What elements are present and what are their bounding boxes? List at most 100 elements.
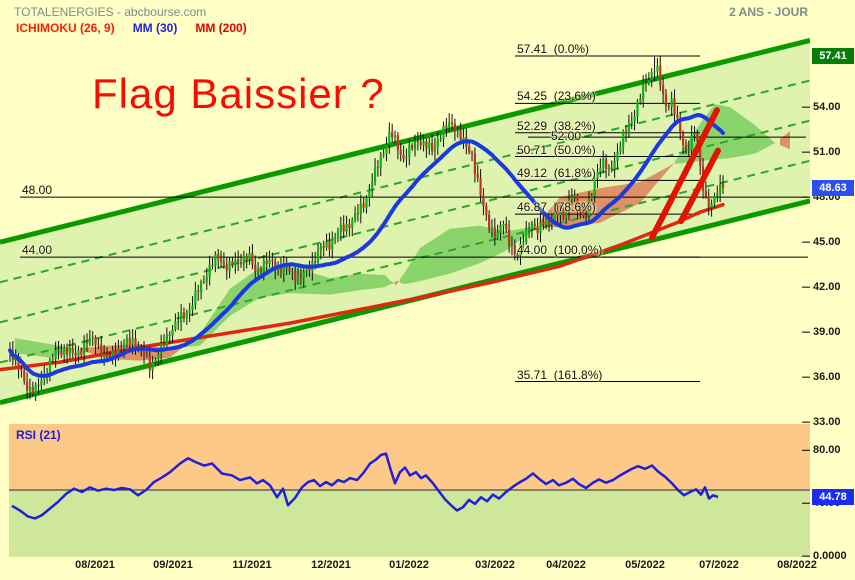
candle-body — [721, 183, 725, 188]
candle-body — [63, 347, 66, 356]
candle-body — [573, 195, 576, 198]
candle-body — [177, 321, 180, 323]
candle-body — [222, 261, 225, 265]
candle-body — [433, 146, 437, 152]
candle-body — [565, 211, 568, 218]
candle-body — [108, 354, 111, 356]
candle-body — [268, 259, 271, 265]
ichimoku-cloud-bear — [395, 280, 400, 286]
candle-body — [593, 178, 596, 197]
candle-body — [699, 140, 702, 167]
candle-body — [194, 290, 197, 306]
candle-body — [644, 82, 648, 84]
candle-body — [368, 189, 371, 198]
candle-body — [636, 101, 639, 117]
candle-body — [522, 242, 525, 244]
candle-body — [419, 141, 422, 146]
candle-body — [145, 355, 148, 357]
candle-body — [182, 312, 186, 319]
candle-body — [114, 350, 117, 359]
candle-body — [693, 133, 696, 135]
candle-body — [331, 239, 334, 250]
candle-body — [305, 266, 308, 272]
rsi-overbought-zone — [9, 424, 810, 490]
candle-body — [590, 196, 593, 199]
candle-body — [120, 348, 123, 350]
candle-body — [439, 139, 442, 141]
candle-body — [710, 203, 713, 208]
trend-channel-fill — [0, 40, 810, 403]
candle-body — [254, 264, 257, 272]
candle-body — [91, 337, 94, 339]
candle-body — [624, 131, 628, 133]
candle-body — [174, 321, 177, 330]
candle-body — [473, 153, 476, 174]
ichimoku-cloud-bear — [540, 162, 675, 228]
candle-body — [217, 254, 220, 259]
rsi-label: RSI (21) — [16, 428, 61, 442]
candle-body — [185, 312, 188, 319]
candle-body — [37, 384, 40, 386]
candle-body — [242, 256, 245, 265]
candle-body — [382, 153, 385, 156]
candle-body — [199, 281, 203, 292]
candle-body — [488, 214, 491, 229]
candle-body — [436, 140, 439, 147]
candle-body — [371, 181, 374, 190]
candle-body — [653, 71, 656, 73]
candle-body — [664, 94, 668, 107]
candle-body — [239, 262, 243, 265]
candle-body — [642, 83, 645, 99]
candle-body — [142, 347, 146, 356]
candle-body — [496, 232, 499, 239]
ichimoku-cloud-bull — [400, 224, 540, 285]
candle-body — [508, 229, 511, 247]
candle-body — [83, 342, 86, 355]
candle-body — [165, 334, 168, 346]
candle-body — [57, 350, 60, 352]
candle-body — [448, 122, 451, 128]
candle-body — [456, 129, 459, 132]
candle-body — [556, 211, 559, 216]
candle-body — [707, 196, 710, 208]
mm30-line — [8, 113, 725, 378]
candle-body — [576, 195, 579, 211]
candle-body — [248, 253, 251, 260]
candle-body — [279, 265, 283, 274]
candle-body — [462, 137, 465, 140]
candle-body — [559, 210, 562, 216]
candle-body — [690, 134, 693, 151]
candle-body — [17, 357, 20, 370]
candle-body — [65, 347, 69, 355]
candle-body — [630, 121, 633, 124]
candle-body — [237, 259, 240, 263]
candle-body — [542, 222, 545, 225]
candle-body — [493, 227, 496, 239]
candle-body — [470, 152, 474, 154]
candle-body — [154, 359, 157, 363]
candle-body — [334, 236, 337, 240]
candle-body — [208, 264, 211, 277]
candle-body — [231, 261, 234, 266]
candle-body — [202, 281, 206, 283]
candle-body — [445, 125, 448, 128]
candle-body — [191, 305, 194, 311]
candle-body — [639, 98, 642, 102]
candle-body — [619, 147, 622, 152]
candle-body — [533, 223, 536, 227]
candle-body — [34, 384, 37, 394]
candle-body — [74, 352, 77, 356]
candle-body — [587, 198, 591, 216]
candle-body — [365, 197, 368, 208]
candle-body — [525, 229, 528, 243]
candle-body — [459, 129, 462, 140]
candle-body — [379, 155, 382, 168]
candle-body — [205, 276, 208, 282]
candle-body — [681, 132, 685, 145]
candle-body — [633, 116, 636, 122]
candle-body — [659, 65, 662, 86]
candle-body — [453, 123, 457, 132]
candle-body — [411, 145, 414, 149]
candle-body — [499, 225, 502, 233]
